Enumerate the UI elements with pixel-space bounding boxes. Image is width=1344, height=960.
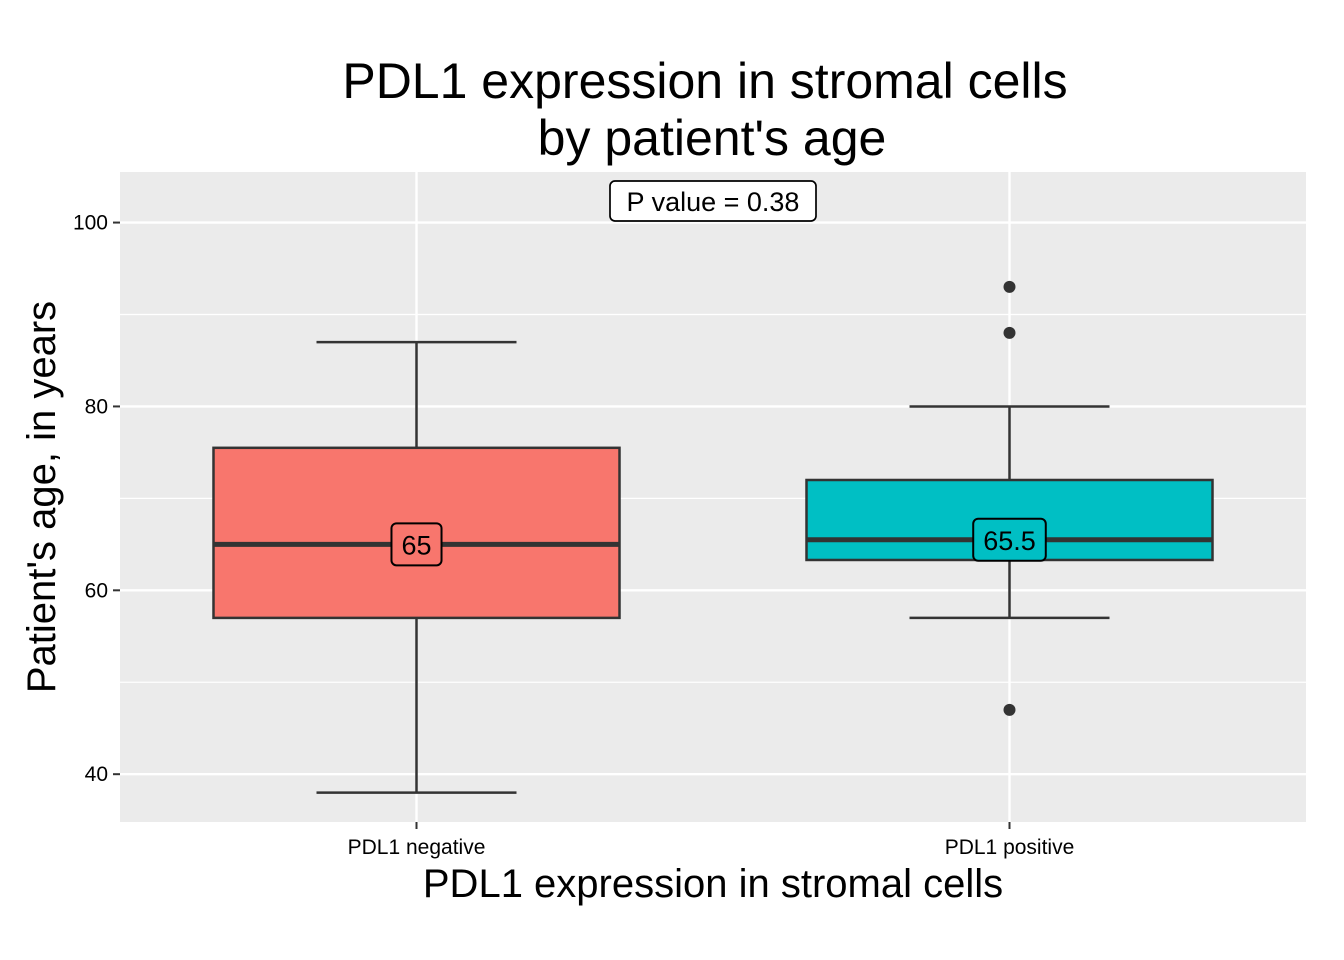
y-tick-label: 80 [85, 395, 108, 418]
boxplots: 65 65.5 [212, 280, 1214, 794]
p-value-annotation: P value = 0.38 [609, 180, 817, 222]
y-tick-label: 60 [85, 579, 108, 602]
y-tick-label: 40 [85, 763, 108, 786]
y-axis-title: Patient's age, in years [20, 301, 64, 693]
y-tick-label: 100 [73, 212, 108, 235]
median-label: 65.5 [983, 526, 1036, 556]
x-tick-label: PDL1 negative [348, 836, 486, 859]
x-axis: PDL1 negative PDL1 positive [348, 822, 1075, 859]
outlier-point [1003, 280, 1016, 293]
chart-title-line-2: by patient's age [538, 110, 887, 166]
median-label-box [390, 522, 443, 567]
y-axis: 40 60 80 100 [73, 212, 120, 786]
x-tick-label: PDL1 positive [945, 836, 1075, 859]
chart-title-line-1: PDL1 expression in stromal cells [342, 53, 1067, 109]
p-value-label-box [609, 180, 817, 222]
p-value-label: P value = 0.38 [627, 187, 800, 217]
outlier-point [1003, 326, 1016, 339]
outlier-point [1003, 703, 1016, 716]
x-axis-title: PDL1 expression in stromal cells [423, 862, 1003, 906]
median-label-box [972, 517, 1047, 562]
chart-title: PDL1 expression in stromal cells by pati… [342, 53, 1067, 166]
median-label: 65 [401, 530, 431, 560]
